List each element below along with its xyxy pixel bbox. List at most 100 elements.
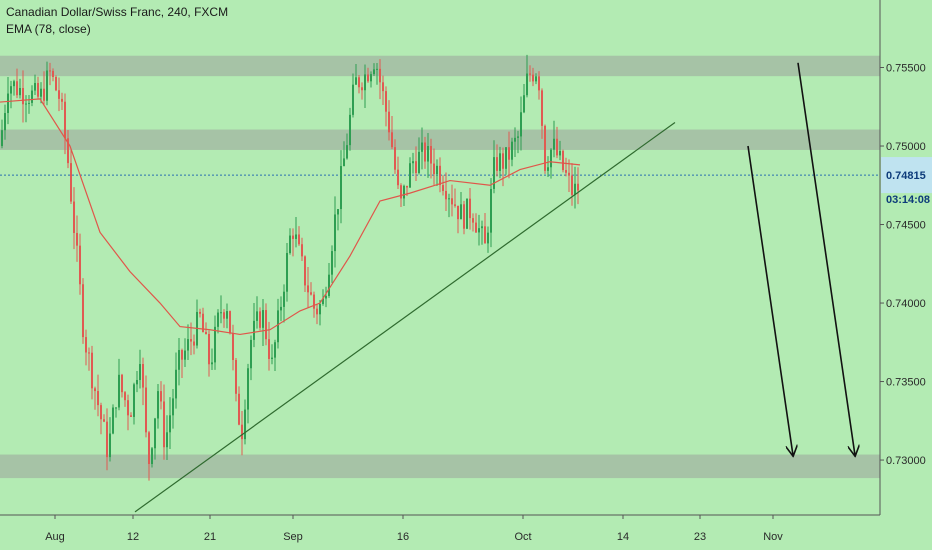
candle-body — [322, 298, 324, 305]
candle-body — [517, 136, 519, 138]
candle-body — [271, 357, 273, 359]
candle-body — [250, 339, 252, 369]
candle-body — [43, 88, 45, 101]
candle-body — [376, 68, 378, 70]
candle-body — [334, 214, 336, 252]
candle-body — [394, 147, 396, 170]
candle-body — [166, 432, 168, 448]
candle-body — [562, 150, 564, 171]
candle-body — [247, 368, 249, 410]
candle-body — [82, 284, 84, 338]
candle-body — [466, 198, 468, 229]
candle-body — [298, 234, 300, 245]
candle-body — [439, 165, 441, 186]
forecast-arrow-1 — [797, 62, 855, 456]
candle-body — [370, 74, 372, 82]
candle-body — [574, 183, 576, 195]
candle-body — [277, 310, 279, 343]
sr-zone-0 — [0, 55, 880, 77]
candle-body — [64, 101, 66, 139]
candle-body — [295, 234, 297, 239]
candle-body — [460, 204, 462, 220]
trendline — [134, 121, 676, 513]
x-tick-label-4: 16 — [397, 531, 409, 543]
candle-body — [205, 332, 207, 335]
candle-body — [355, 77, 357, 85]
candle-body — [280, 306, 282, 311]
x-tick-label-8: Nov — [763, 531, 783, 543]
candle-body — [490, 188, 492, 233]
candle-body — [34, 83, 36, 91]
candle-body — [391, 132, 393, 148]
x-tick-label-6: 14 — [617, 531, 629, 543]
candle-body — [133, 384, 135, 417]
candle-body — [403, 185, 405, 199]
candle-body — [529, 73, 531, 75]
candle-body — [109, 433, 111, 458]
candle-body — [544, 125, 546, 171]
candle-body — [502, 153, 504, 169]
candle-body — [526, 73, 528, 96]
candle-body — [262, 310, 264, 328]
candle-body — [559, 150, 561, 156]
x-tick-label-1: 12 — [127, 531, 139, 543]
candle-body — [181, 350, 183, 360]
candle-body — [85, 337, 87, 353]
candle-body — [361, 87, 363, 91]
candle-body — [151, 448, 153, 465]
candle-body — [193, 341, 195, 346]
candle-body — [7, 93, 9, 114]
candle-body — [454, 204, 456, 206]
candle-body — [487, 232, 489, 244]
candle-body — [493, 157, 495, 189]
candle-body — [463, 204, 465, 229]
candle-body — [169, 415, 171, 433]
candle-body — [226, 311, 228, 319]
candle-body — [427, 146, 429, 162]
candle-body — [520, 112, 522, 137]
candle-body — [145, 387, 147, 433]
indicator-label: EMA (78, close) — [6, 22, 91, 36]
candle-body — [436, 165, 438, 175]
candle-body — [472, 218, 474, 223]
candle-body — [115, 407, 117, 409]
candle-body — [31, 90, 33, 103]
candle-body — [88, 352, 90, 354]
current-price-label: 0.74815 — [886, 170, 926, 182]
y-tick-label-1: 0.75000 — [886, 141, 926, 153]
candle-body — [364, 74, 366, 91]
candle-body — [565, 170, 567, 173]
candle-body — [70, 163, 72, 202]
candle-body — [301, 244, 303, 257]
candle-body — [118, 374, 120, 408]
candle-body — [190, 339, 192, 342]
candle-body — [73, 201, 75, 233]
candle-body — [547, 167, 549, 171]
candle-body — [58, 90, 60, 99]
candle-body — [550, 149, 552, 168]
candle-body — [397, 169, 399, 186]
candle-body — [292, 235, 294, 239]
countdown-label: 03:14:08 — [886, 194, 930, 206]
forecast-arrow-0 — [747, 145, 793, 455]
candle-body — [313, 294, 315, 309]
candle-body — [286, 252, 288, 292]
candle-body — [373, 69, 375, 75]
candle-body — [223, 312, 225, 319]
candle-body — [532, 74, 534, 82]
candle-body — [571, 175, 573, 195]
candle-body — [469, 198, 471, 219]
candles-group — [1, 54, 579, 481]
candle-body — [130, 415, 132, 417]
candle-body — [325, 295, 327, 299]
candle-body — [433, 163, 435, 175]
candle-body — [445, 190, 447, 200]
candle-body — [154, 418, 156, 449]
candle-body — [523, 95, 525, 113]
candle-body — [217, 312, 219, 327]
candle-body — [568, 172, 570, 176]
candle-body — [400, 185, 402, 199]
price-axis — [880, 0, 932, 550]
candle-body — [100, 405, 102, 420]
